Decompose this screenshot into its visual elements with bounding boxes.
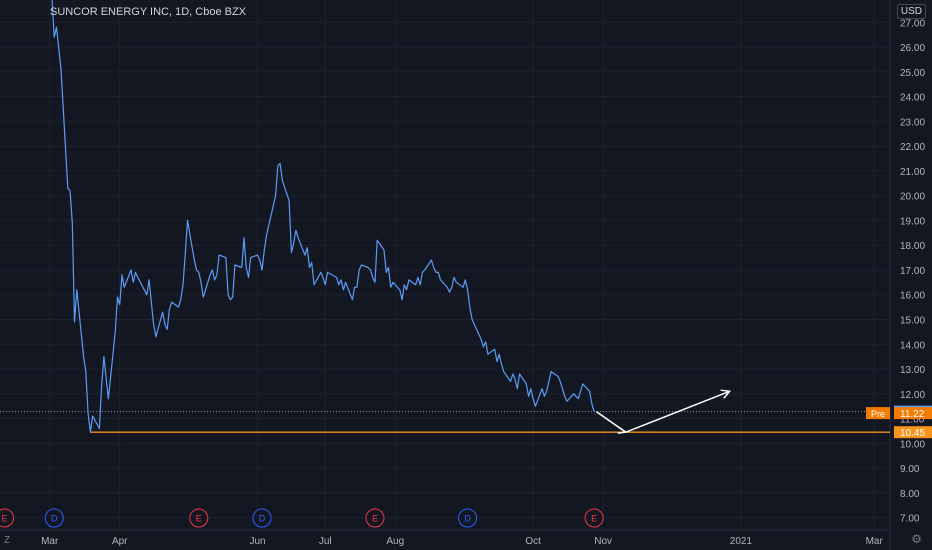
chart-title: SUNCOR ENERGY INC, 1D, Cboe BZX (50, 6, 247, 18)
y-tick-label: 22.00 (900, 142, 925, 153)
y-tick-label: 12.00 (900, 390, 925, 401)
y-tick-label: 9.00 (900, 464, 920, 475)
x-tick-label: 2021 (730, 536, 753, 547)
x-tick-label: Nov (594, 536, 612, 547)
x-tick-label: Apr (112, 536, 128, 547)
y-tick-label: 21.00 (900, 167, 925, 178)
pre-market-price-tag (894, 407, 932, 420)
y-tick-label: 16.00 (900, 291, 925, 302)
support-price-tag (894, 426, 932, 439)
x-tick-label: Oct (525, 536, 541, 547)
x-tick-label: Jun (249, 536, 265, 547)
pre-market-badge-text: Pre (871, 409, 885, 419)
y-tick-label: 18.00 (900, 241, 925, 252)
x-tick-label: Mar (866, 536, 884, 547)
dividend-marker[interactable] (44, 508, 64, 528)
earnings-marker[interactable] (365, 508, 385, 528)
y-tick-label: 27.00 (900, 18, 925, 29)
y-tick-label: 11.00 (900, 415, 925, 426)
x-tick-label: Mar (41, 536, 59, 547)
event-marker-label: D (51, 514, 58, 524)
support-price-label: 10.45 (900, 428, 925, 439)
y-tick-label: 24.00 (900, 93, 925, 104)
event-marker-label: D (464, 514, 471, 524)
currency-button[interactable]: USD (896, 4, 926, 19)
pre-market-price-label: 11.22 (900, 409, 925, 420)
y-tick-label: 19.00 (900, 216, 925, 227)
dividend-marker[interactable] (252, 508, 272, 528)
timezone-z-label[interactable]: Z (4, 535, 11, 546)
x-tick-label: Aug (386, 536, 404, 547)
y-tick-label: 17.00 (900, 266, 925, 277)
x-tick-label: Jul (319, 536, 332, 547)
y-tick-label: 10.00 (900, 439, 925, 450)
event-marker-label: D (259, 514, 266, 524)
earnings-marker[interactable] (584, 508, 604, 528)
dividend-marker[interactable] (458, 508, 478, 528)
event-marker-label: E (2, 514, 8, 524)
arrow-vertex-icon (617, 426, 628, 434)
event-marker-label: E (372, 514, 378, 524)
y-tick-label: 23.00 (900, 117, 925, 128)
event-marker-label: E (591, 514, 597, 524)
y-tick-label: 25.00 (900, 68, 925, 79)
earnings-marker[interactable] (189, 508, 209, 528)
event-marker-label: E (196, 514, 202, 524)
y-tick-label: 14.00 (900, 340, 925, 351)
y-tick-label: 26.00 (900, 43, 925, 54)
y-tick-label: 15.00 (900, 315, 925, 326)
gear-icon[interactable]: ⚙ (911, 532, 922, 546)
y-tick-label: 13.00 (900, 365, 925, 376)
pre-market-badge (866, 407, 890, 420)
arrow-head-icon (720, 389, 732, 399)
price-series-line[interactable] (51, 0, 595, 433)
y-tick-label: 20.00 (900, 192, 925, 203)
y-tick-label: 8.00 (900, 489, 920, 500)
y-tick-label: 7.00 (900, 514, 920, 525)
earnings-marker[interactable] (0, 508, 15, 528)
